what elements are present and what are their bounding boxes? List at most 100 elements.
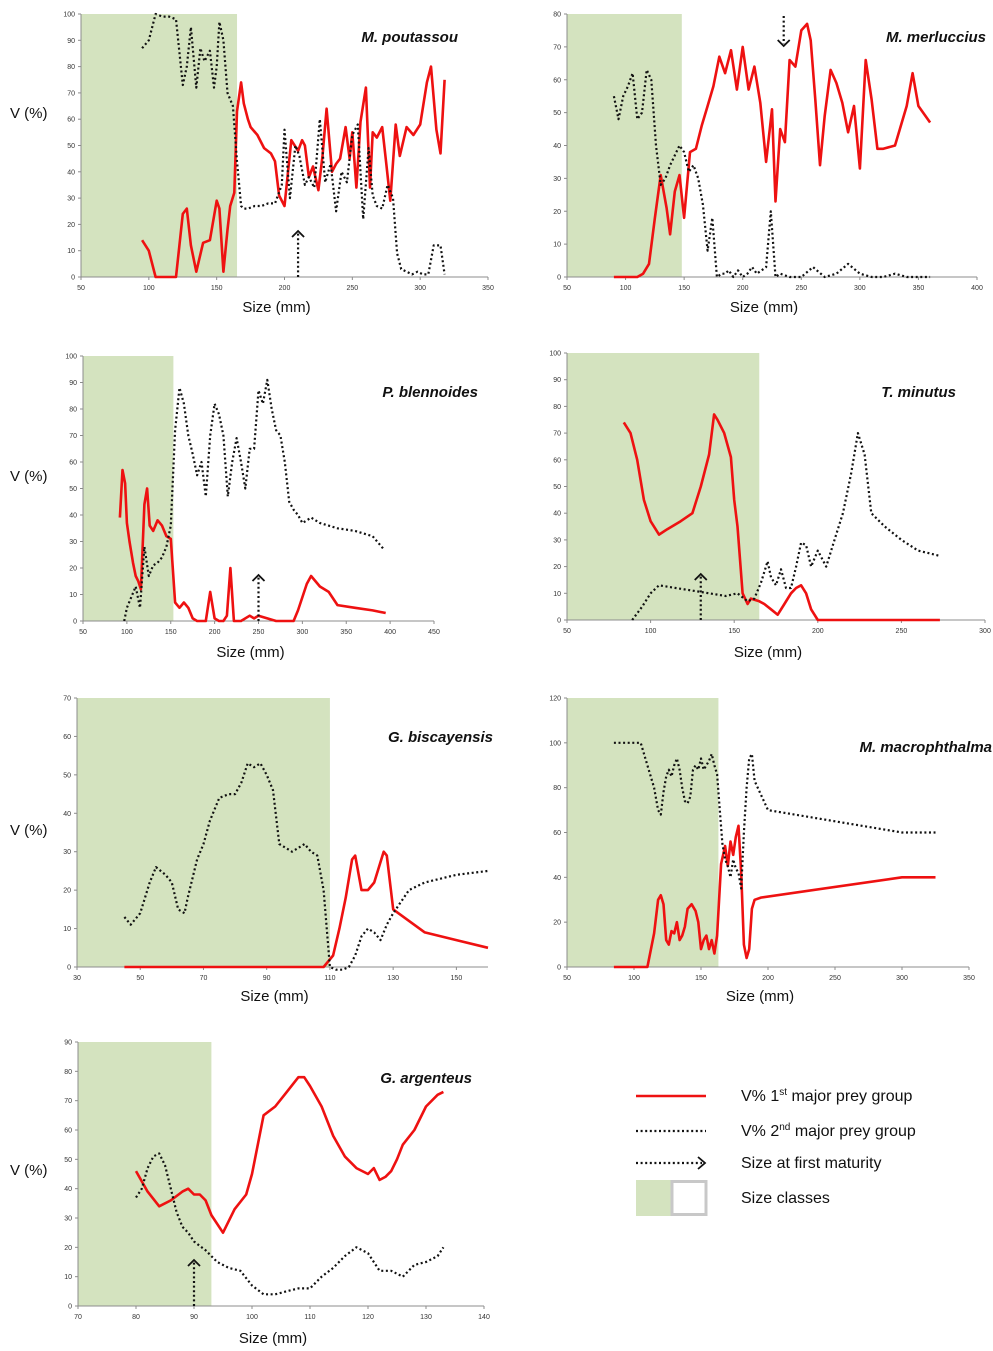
y-tick-label: 70 <box>64 1098 72 1105</box>
series-line-first-prey <box>124 850 489 969</box>
series-line-first-prey <box>613 22 932 279</box>
series-line-first-prey <box>141 65 446 279</box>
x-tick-label: 140 <box>478 1314 490 1321</box>
y-tick-label: 80 <box>553 12 561 19</box>
x-tick-label: 70 <box>200 975 208 982</box>
y-tick-label: 50 <box>69 486 77 493</box>
y-tick-label: 90 <box>67 38 75 45</box>
y-tick-label: 0 <box>67 965 71 972</box>
y-tick-label: 20 <box>553 564 561 571</box>
chart-title: M. macrophthalma <box>859 739 992 756</box>
y-tick-label: 10 <box>69 592 77 599</box>
y-tick-label: 80 <box>64 1069 72 1076</box>
x-tick-label: 100 <box>645 628 657 635</box>
y-tick-label: 10 <box>67 248 75 255</box>
x-tick-label: 300 <box>854 285 866 292</box>
y-tick-label: 30 <box>69 539 77 546</box>
size-class-region <box>567 698 719 967</box>
size-class-region <box>77 698 330 967</box>
x-tick-label: 110 <box>324 975 335 982</box>
maturity-arrow-head <box>694 572 708 581</box>
x-tick-label: 200 <box>279 285 291 292</box>
x-tick-label: 30 <box>73 975 81 982</box>
x-tick-label: 400 <box>384 629 396 636</box>
y-axis-label: V (%) <box>10 105 48 122</box>
y-tick-label: 60 <box>553 457 561 464</box>
y-tick-label: 100 <box>63 12 75 19</box>
y-tick-label: 40 <box>67 169 75 176</box>
y-tick-label: 10 <box>553 591 561 598</box>
legend-label: Size at first maturity <box>741 1155 881 1172</box>
maturity-arrow <box>291 229 305 277</box>
x-tick-label: 200 <box>762 975 774 982</box>
chart-title: T. minutus <box>881 384 956 401</box>
maturity-arrow <box>187 1258 201 1306</box>
y-tick-label: 30 <box>64 1216 72 1223</box>
y-tick-label: 70 <box>553 431 561 438</box>
y-tick-label: 120 <box>549 696 561 703</box>
y-axis-label: V (%) <box>10 1162 48 1179</box>
size-class-region <box>567 14 682 277</box>
y-tick-label: 0 <box>557 275 561 282</box>
legend-arrow-head <box>697 1156 707 1170</box>
y-tick-label: 60 <box>67 117 75 124</box>
size-class-region <box>83 356 174 621</box>
legend-item-dotted-line: V% 2nd major prey group <box>636 1122 916 1140</box>
y-tick-label: 50 <box>553 484 561 491</box>
y-tick-label: 10 <box>553 242 561 249</box>
x-tick-label: 100 <box>143 285 155 292</box>
x-tick-label: 80 <box>132 1314 140 1321</box>
maturity-arrow <box>251 573 266 621</box>
x-tick-label: 90 <box>263 975 271 982</box>
y-tick-label: 20 <box>553 920 561 927</box>
y-tick-label: 20 <box>553 209 561 216</box>
chart-panel-g-argenteus: 0 10 20 30 40 50 60 70 80 90 70 80 90 100 110 120 130 140… <box>10 1040 490 1348</box>
x-axis-label: Size (mm) <box>726 988 794 1005</box>
series-line-second-prey <box>135 1152 445 1296</box>
x-tick-label: 350 <box>963 975 975 982</box>
x-tick-label: 250 <box>253 629 265 636</box>
y-tick-label: 50 <box>553 110 561 117</box>
x-tick-label: 150 <box>678 285 690 292</box>
y-tick-label: 10 <box>63 926 71 933</box>
x-tick-label: 250 <box>346 285 358 292</box>
x-tick-label: 50 <box>563 975 571 982</box>
x-tick-label: 150 <box>165 629 177 636</box>
x-axis-label: Size (mm) <box>239 1330 307 1347</box>
x-tick-label: 250 <box>795 285 807 292</box>
y-tick-label: 60 <box>553 830 561 837</box>
y-tick-label: 90 <box>553 377 561 384</box>
x-tick-label: 130 <box>420 1314 432 1321</box>
x-tick-label: 200 <box>812 628 824 635</box>
y-tick-label: 0 <box>71 275 75 282</box>
y-tick-label: 60 <box>63 734 71 741</box>
x-axis-label: Size (mm) <box>734 644 802 661</box>
legend: V% 1st major prey group V% 2nd major prey… <box>636 1087 916 1216</box>
x-tick-label: 90 <box>190 1314 198 1321</box>
x-tick-label: 100 <box>628 975 640 982</box>
maturity-arrow-head <box>187 1258 201 1267</box>
x-tick-label: 250 <box>896 628 908 635</box>
y-tick-label: 20 <box>63 888 71 895</box>
chart-panel-p-blennoides: 0 10 20 30 40 50 60 70 80 90 100 50 100 150 200 250 300 3… <box>10 354 478 662</box>
y-tick-label: 0 <box>557 965 561 972</box>
x-tick-label: 50 <box>563 628 571 635</box>
chart-title: M. poutassou <box>361 29 458 46</box>
y-tick-label: 0 <box>68 1304 72 1311</box>
legend-item-dotted-arrow: Size at first maturity <box>636 1155 881 1172</box>
x-axis-label: Size (mm) <box>240 988 308 1005</box>
y-tick-label: 40 <box>553 875 561 882</box>
y-tick-label: 50 <box>64 1157 72 1164</box>
y-tick-label: 30 <box>63 849 71 856</box>
y-tick-label: 40 <box>69 513 77 520</box>
x-tick-label: 130 <box>387 975 399 982</box>
y-tick-label: 70 <box>553 44 561 51</box>
x-axis-label: Size (mm) <box>730 299 798 316</box>
series-line-second-prey <box>141 12 446 276</box>
x-tick-label: 350 <box>340 629 352 636</box>
y-axis-label: V (%) <box>10 468 48 485</box>
x-axis-label: Size (mm) <box>216 644 284 661</box>
chart-panel-m-macrophthalma: 0 20 40 60 80 100 120 50 100 150 200 250 300 350 M. ma… <box>549 696 992 1006</box>
